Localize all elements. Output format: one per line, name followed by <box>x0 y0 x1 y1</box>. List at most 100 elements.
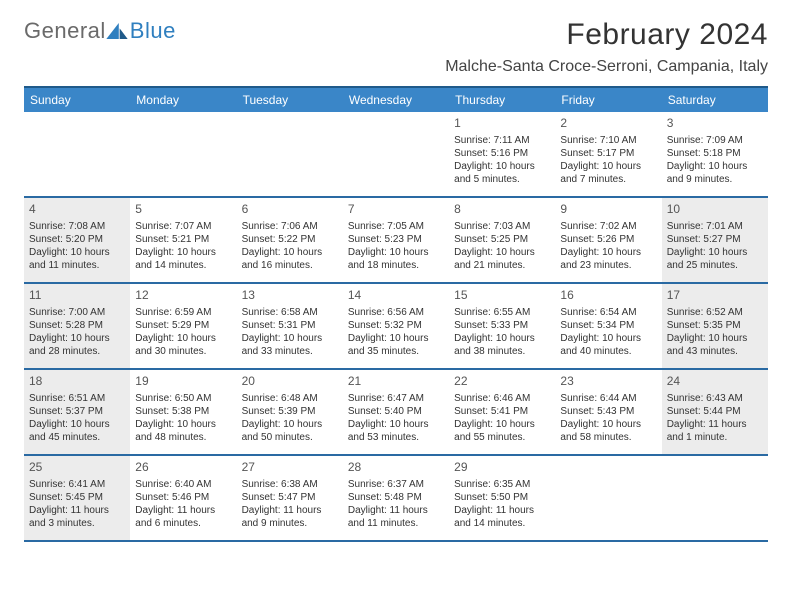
day-cell: 13Sunrise: 6:58 AMSunset: 5:31 PMDayligh… <box>237 284 343 368</box>
day-number: 5 <box>135 202 231 218</box>
sunset-text: Sunset: 5:16 PM <box>454 147 550 160</box>
sunrise-text: Sunrise: 6:59 AM <box>135 306 231 319</box>
calendar-week: 1Sunrise: 7:11 AMSunset: 5:16 PMDaylight… <box>24 112 768 198</box>
sunrise-text: Sunrise: 6:47 AM <box>348 392 444 405</box>
day-cell: 16Sunrise: 6:54 AMSunset: 5:34 PMDayligh… <box>555 284 661 368</box>
day-cell: 27Sunrise: 6:38 AMSunset: 5:47 PMDayligh… <box>237 456 343 540</box>
sunset-text: Sunset: 5:26 PM <box>560 233 656 246</box>
calendar-week: 25Sunrise: 6:41 AMSunset: 5:45 PMDayligh… <box>24 456 768 542</box>
daylight-text: Daylight: 10 hours and 43 minutes. <box>667 332 763 358</box>
daylight-text: Daylight: 11 hours and 1 minute. <box>667 418 763 444</box>
day-number: 6 <box>242 202 338 218</box>
month-title: February 2024 <box>445 18 768 52</box>
daylight-text: Daylight: 10 hours and 14 minutes. <box>135 246 231 272</box>
day-number: 9 <box>560 202 656 218</box>
day-number: 19 <box>135 374 231 390</box>
sunrise-text: Sunrise: 6:58 AM <box>242 306 338 319</box>
day-cell: 18 Sunrise: 6:51 AMSunset: 5:37 PMDayligh… <box>24 370 130 454</box>
day-number: 16 <box>560 288 656 304</box>
day-number: 17 <box>667 288 763 304</box>
day-cell: 17Sunrise: 6:52 AMSunset: 5:35 PMDayligh… <box>662 284 768 368</box>
day-number: 4 <box>29 202 125 218</box>
header: General Blue February 2024 Malche-Santa … <box>24 18 768 76</box>
sunrise-text: Sunrise: 7:03 AM <box>454 220 550 233</box>
empty-cell <box>343 112 449 196</box>
day-cell: 4Sunrise: 7:08 AMSunset: 5:20 PMDaylight… <box>24 198 130 282</box>
day-cell: 9Sunrise: 7:02 AMSunset: 5:26 PMDaylight… <box>555 198 661 282</box>
sunrise-text: Sunrise: 6:56 AM <box>348 306 444 319</box>
day-cell: 12Sunrise: 6:59 AMSunset: 5:29 PMDayligh… <box>130 284 236 368</box>
sunset-text: Sunset: 5:21 PM <box>135 233 231 246</box>
daylight-text: Daylight: 10 hours and 48 minutes. <box>135 418 231 444</box>
daylight-text: Daylight: 10 hours and 11 minutes. <box>29 246 125 272</box>
daylight-text: Daylight: 10 hours and 23 minutes. <box>560 246 656 272</box>
day-number: 8 <box>454 202 550 218</box>
weekday-label: Wednesday <box>343 88 449 112</box>
day-number: 13 <box>242 288 338 304</box>
sunset-text: Sunset: 5:25 PM <box>454 233 550 246</box>
daylight-text: Daylight: 10 hours and 55 minutes. <box>454 418 550 444</box>
logo-sail-icon <box>108 23 128 43</box>
day-number: 2 <box>560 116 656 132</box>
sunrise-text: Sunrise: 7:00 AM <box>29 306 125 319</box>
daylight-text: Daylight: 11 hours and 14 minutes. <box>454 504 550 530</box>
empty-cell <box>237 112 343 196</box>
weekday-label: Sunday <box>24 88 130 112</box>
day-cell: 23Sunrise: 6:44 AMSunset: 5:43 PMDayligh… <box>555 370 661 454</box>
sunrise-text: Sunrise: 7:09 AM <box>667 134 763 147</box>
sunrise-text: Sunrise: 6:48 AM <box>242 392 338 405</box>
daylight-text: Daylight: 10 hours and 7 minutes. <box>560 160 656 186</box>
daylight-text: Daylight: 10 hours and 50 minutes. <box>242 418 338 444</box>
daylight-text: Daylight: 10 hours and 35 minutes. <box>348 332 444 358</box>
sunset-text: Sunset: 5:37 PM <box>29 405 125 418</box>
daylight-text: Daylight: 10 hours and 30 minutes. <box>135 332 231 358</box>
sunrise-text: Sunrise: 6:51 AM <box>29 392 125 405</box>
daylight-text: Daylight: 11 hours and 6 minutes. <box>135 504 231 530</box>
day-cell: 6Sunrise: 7:06 AMSunset: 5:22 PMDaylight… <box>237 198 343 282</box>
daylight-text: Daylight: 10 hours and 45 minutes. <box>29 418 125 444</box>
daylight-text: Daylight: 11 hours and 11 minutes. <box>348 504 444 530</box>
weekday-label: Tuesday <box>237 88 343 112</box>
day-number: 3 <box>667 116 763 132</box>
weekday-label: Monday <box>130 88 236 112</box>
sunset-text: Sunset: 5:27 PM <box>667 233 763 246</box>
weekday-label: Friday <box>555 88 661 112</box>
calendar-week: 11Sunrise: 7:00 AMSunset: 5:28 PMDayligh… <box>24 284 768 370</box>
logo-text-blue: Blue <box>130 18 176 44</box>
day-number: 10 <box>667 202 763 218</box>
weeks-container: 1Sunrise: 7:11 AMSunset: 5:16 PMDaylight… <box>24 112 768 542</box>
location: Malche-Santa Croce-Serroni, Campania, It… <box>445 58 768 76</box>
day-number: 12 <box>135 288 231 304</box>
daylight-text: Daylight: 11 hours and 3 minutes. <box>29 504 125 530</box>
sunset-text: Sunset: 5:32 PM <box>348 319 444 332</box>
day-number: 14 <box>348 288 444 304</box>
day-cell: 15Sunrise: 6:55 AMSunset: 5:33 PMDayligh… <box>449 284 555 368</box>
day-number: 24 <box>667 374 763 390</box>
sunrise-text: Sunrise: 6:37 AM <box>348 478 444 491</box>
sunrise-text: Sunrise: 6:44 AM <box>560 392 656 405</box>
sunrise-text: Sunrise: 6:40 AM <box>135 478 231 491</box>
daylight-text: Daylight: 10 hours and 53 minutes. <box>348 418 444 444</box>
sunset-text: Sunset: 5:48 PM <box>348 491 444 504</box>
day-cell: 29Sunrise: 6:35 AMSunset: 5:50 PMDayligh… <box>449 456 555 540</box>
day-number: 11 <box>29 288 125 304</box>
day-number: 18 <box>29 374 125 390</box>
calendar-week: 18Sunrise: 6:51 AMSunset: 5:37 PMDayligh… <box>24 370 768 456</box>
sunrise-text: Sunrise: 6:55 AM <box>454 306 550 319</box>
sunset-text: Sunset: 5:28 PM <box>29 319 125 332</box>
calendar-week: 4Sunrise: 7:08 AMSunset: 5:20 PMDaylight… <box>24 198 768 284</box>
daylight-text: Daylight: 10 hours and 25 minutes. <box>667 246 763 272</box>
sunrise-text: Sunrise: 6:54 AM <box>560 306 656 319</box>
empty-cell <box>662 456 768 540</box>
sunset-text: Sunset: 5:31 PM <box>242 319 338 332</box>
sunrise-text: Sunrise: 7:07 AM <box>135 220 231 233</box>
day-number: 27 <box>242 460 338 476</box>
sunset-text: Sunset: 5:39 PM <box>242 405 338 418</box>
sunset-text: Sunset: 5:50 PM <box>454 491 550 504</box>
day-cell: 3Sunrise: 7:09 AMSunset: 5:18 PMDaylight… <box>662 112 768 196</box>
sunset-text: Sunset: 5:43 PM <box>560 405 656 418</box>
sunset-text: Sunset: 5:35 PM <box>667 319 763 332</box>
daylight-text: Daylight: 10 hours and 28 minutes. <box>29 332 125 358</box>
daylight-text: Daylight: 10 hours and 5 minutes. <box>454 160 550 186</box>
sunset-text: Sunset: 5:38 PM <box>135 405 231 418</box>
